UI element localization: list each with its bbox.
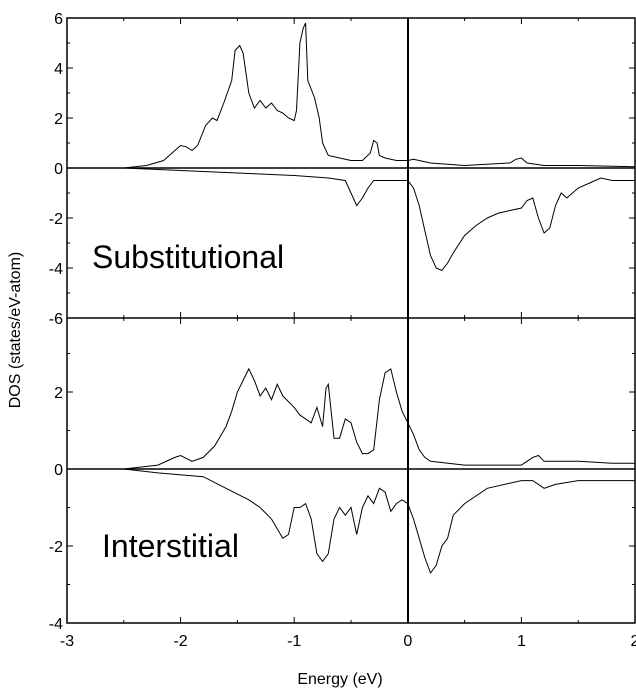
tick-marks [66,17,636,624]
y-tick-labels: 6 4 2 0 -2 -4 -6 2 0 -2 -4 [49,11,63,633]
y-tick-label: -6 [49,311,63,328]
substitutional-dos-up-line [67,22,636,169]
y-tick-label: 0 [54,462,63,479]
y-tick-label: 2 [54,385,63,402]
y-tick-label: -4 [49,261,63,278]
interstitial-dos-down-line [67,468,635,575]
x-tick-label: 0 [403,633,412,650]
x-tick-label: -1 [287,633,301,650]
y-tick-label: -2 [49,539,63,556]
x-tick-label: -2 [173,633,187,650]
x-axis-label: Energy (eV) [297,671,382,688]
interstitial-label: Interstitial [102,528,239,564]
x-tick-label: -3 [60,633,74,650]
interstitial-dos-up-line [67,367,635,470]
substitutional-label: Substitutional [92,239,284,275]
y-tick-label: 2 [54,111,63,128]
substitutional-dos-down-line [67,167,635,272]
y-tick-label: 4 [54,61,63,78]
x-tick-labels: -3 -2 -1 0 1 2 [60,633,636,650]
y-tick-label: -4 [49,616,63,633]
x-tick-label: 2 [631,633,636,650]
y-tick-label: -2 [49,211,63,228]
y-tick-label: 0 [54,161,63,178]
y-axis-label: DOS (states/eV-atom) [7,252,24,409]
x-tick-label: 1 [517,633,526,650]
y-tick-label: 6 [54,11,63,28]
